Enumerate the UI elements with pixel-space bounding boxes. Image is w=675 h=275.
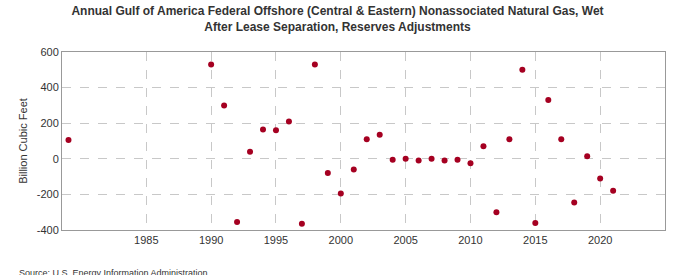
svg-text:-200: -200 [37,188,59,200]
svg-text:Billion Cubic Feet: Billion Cubic Feet [17,98,29,184]
svg-text:1995: 1995 [264,234,288,246]
svg-text:-400: -400 [37,224,59,236]
svg-text:600: 600 [40,46,58,58]
svg-text:Annual Gulf of America Federal: Annual Gulf of America Federal Offshore … [71,4,603,34]
svg-text:Source: U.S. Energy Informatio: Source: U.S. Energy Information Administ… [19,268,208,275]
svg-text:0: 0 [53,153,59,165]
svg-text:2020: 2020 [588,234,612,246]
svg-text:2000: 2000 [329,234,353,246]
svg-text:400: 400 [40,81,58,93]
svg-text:2015: 2015 [523,234,547,246]
svg-text:2010: 2010 [458,234,482,246]
svg-text:1990: 1990 [199,234,223,246]
svg-text:200: 200 [40,117,58,129]
svg-text:1985: 1985 [134,234,158,246]
svg-text:2005: 2005 [393,234,417,246]
